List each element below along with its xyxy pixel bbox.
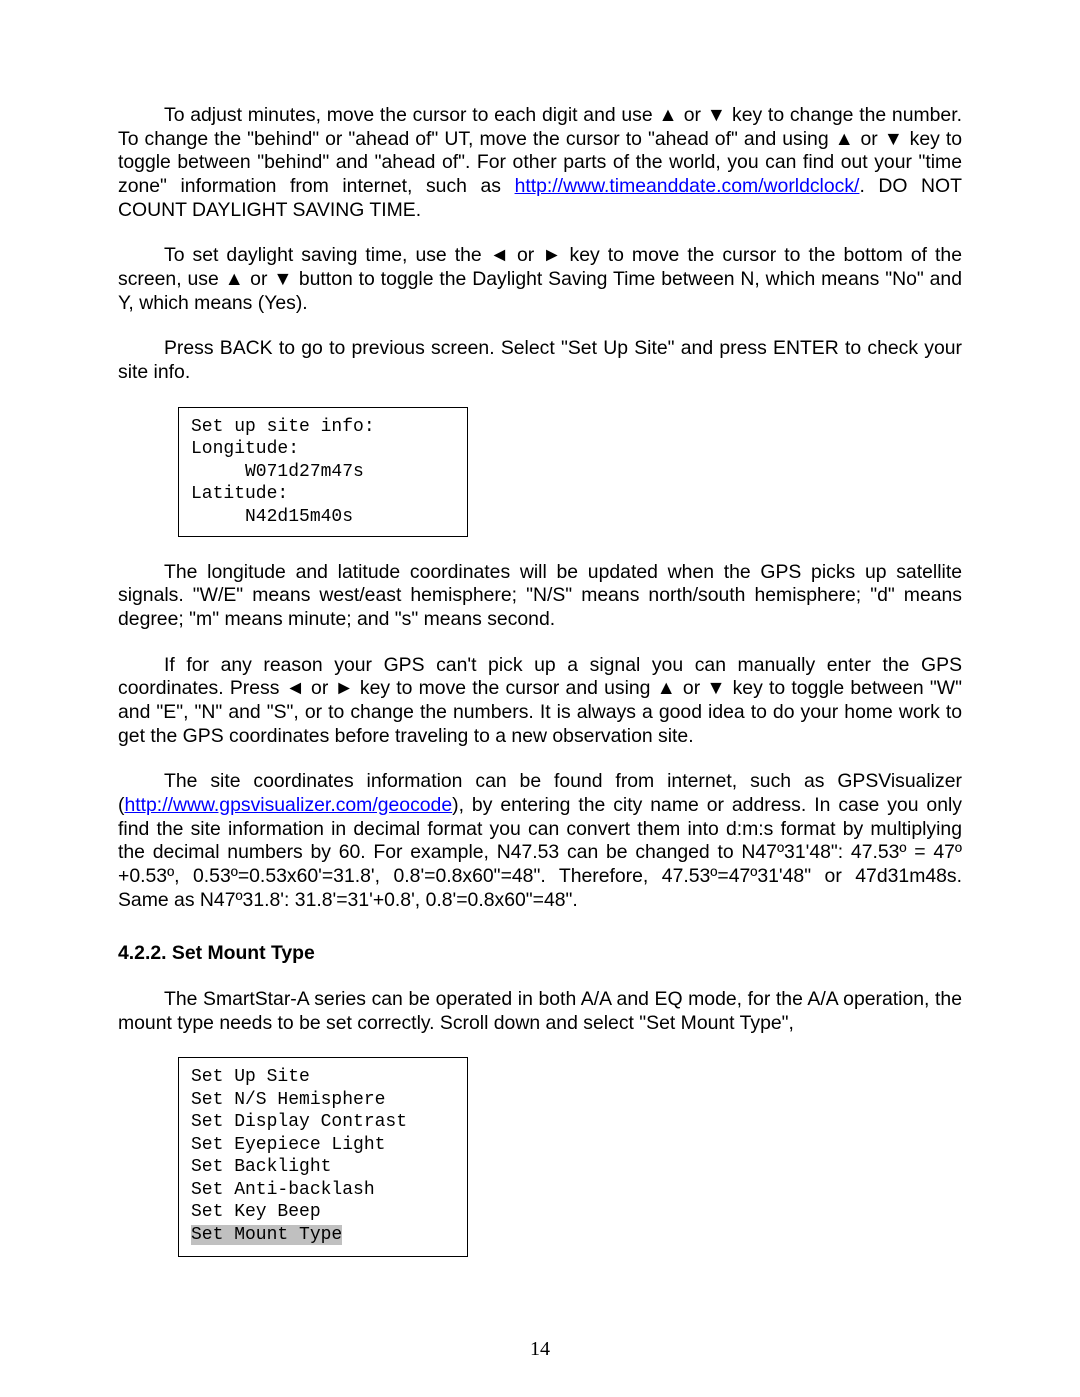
paragraph-back: Press BACK to go to previous screen. Sel… [118,337,962,384]
document-page: To adjust minutes, move the cursor to ea… [0,0,1080,1397]
paragraph-manual-gps: If for any reason your GPS can't pick up… [118,654,962,749]
screen-line: Longitude: [191,439,299,459]
menu-item: Set N/S Hemisphere [191,1090,385,1110]
screen-line: Set up site info: [191,417,375,437]
page-number: 14 [0,1337,1080,1361]
screen-line: N42d15m40s [191,507,353,527]
screen-line: Latitude: [191,484,288,504]
link-timeanddate[interactable]: http://www.timeanddate.com/worldclock/ [515,175,860,197]
menu-item: Set Backlight [191,1157,331,1177]
menu-item: Set Key Beep [191,1202,321,1222]
lcd-screen-site-info: Set up site info: Longitude: W071d27m47s… [178,407,468,537]
paragraph-dst: To set daylight saving time, use the ◄ o… [118,244,962,315]
menu-item-selected: Set Mount Type [191,1225,342,1245]
menu-item: Set Anti-backlash [191,1180,375,1200]
section-heading-set-mount-type: 4.2.2. Set Mount Type [118,942,962,966]
paragraph-mount-type: The SmartStar-A series can be operated i… [118,988,962,1035]
menu-item: Set Display Contrast [191,1112,407,1132]
paragraph-gpsvisualizer: The site coordinates information can be … [118,770,962,912]
menu-item: Set Up Site [191,1067,310,1087]
link-gpsvisualizer[interactable]: http://www.gpsvisualizer.com/geocode [124,794,452,816]
menu-item: Set Eyepiece Light [191,1135,385,1155]
paragraph-coords-explain: The longitude and latitude coordinates w… [118,561,962,632]
paragraph-time-zone: To adjust minutes, move the cursor to ea… [118,104,962,222]
lcd-screen-menu: Set Up Site Set N/S Hemisphere Set Displ… [178,1057,468,1257]
screen-line: W071d27m47s [191,462,364,482]
